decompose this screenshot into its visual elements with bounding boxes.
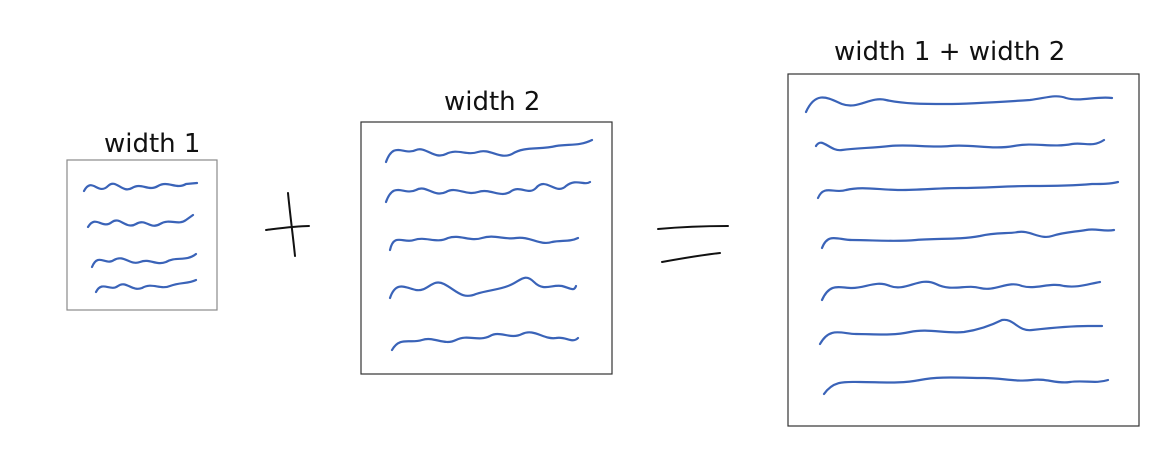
label-width-1: width 1 xyxy=(104,129,200,159)
scribble-line xyxy=(820,280,1102,302)
scribble-line xyxy=(94,278,198,294)
scribble-line xyxy=(816,180,1120,200)
equals-operator xyxy=(657,225,729,263)
scribble-line xyxy=(384,180,592,204)
box-width-1-group: width 1 xyxy=(66,129,218,311)
scribble-line xyxy=(82,181,199,193)
box-width-2-group: width 2 xyxy=(360,87,613,375)
equals-bottom-stroke xyxy=(661,252,721,263)
scribble-line xyxy=(384,138,594,164)
scribble-line xyxy=(804,95,1114,114)
plus-vertical-stroke xyxy=(287,192,296,257)
equals-top-stroke xyxy=(657,225,729,230)
scribble-line xyxy=(86,213,195,229)
scribble-line xyxy=(818,318,1104,346)
scribble-line xyxy=(388,276,578,300)
box-width-2 xyxy=(360,121,613,375)
scribble-line xyxy=(390,331,580,352)
plus-horizontal-stroke xyxy=(265,225,310,231)
label-width-2: width 2 xyxy=(444,87,540,117)
scribble-line xyxy=(814,138,1106,152)
scribble-line xyxy=(388,235,580,252)
scribble-line xyxy=(820,228,1116,250)
box-width-sum-group: width 1 + width 2 xyxy=(787,37,1140,427)
box-width-sum xyxy=(787,73,1140,427)
label-width-sum: width 1 + width 2 xyxy=(834,37,1065,67)
scribble-line xyxy=(90,252,198,269)
plus-operator xyxy=(265,192,310,257)
box-width-1 xyxy=(66,159,218,311)
scribble-line xyxy=(822,376,1110,396)
